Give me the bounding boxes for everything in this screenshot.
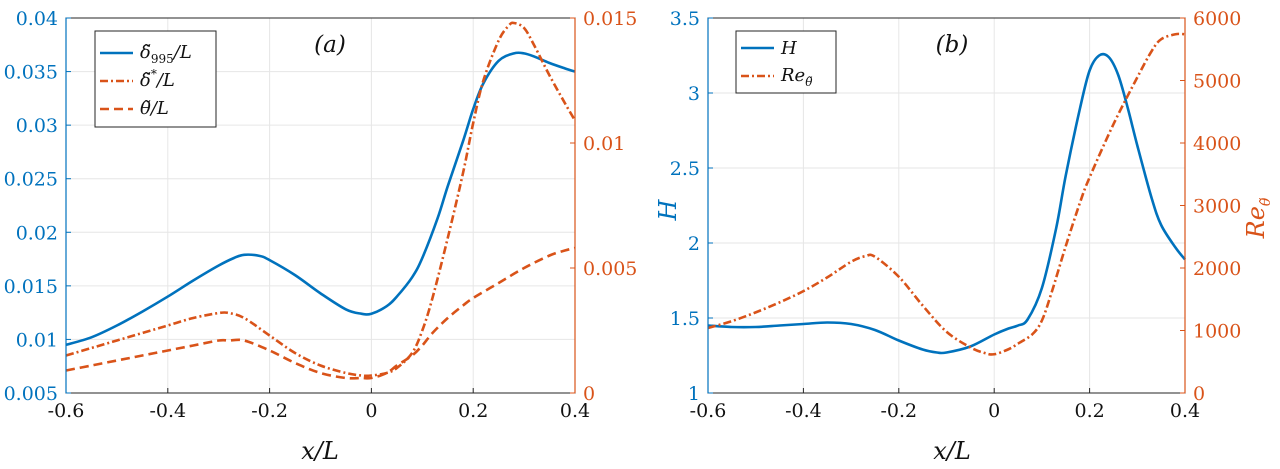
- y-left-tick-label: 0.015: [4, 276, 58, 298]
- panel-b-ylabel-right: Reθ̃: [1242, 197, 1274, 239]
- legend-a-label-deltastar: δ̃*/L: [140, 67, 175, 91]
- y-left-tick-label: 2: [688, 233, 700, 255]
- y-left-tick-label: 3: [688, 83, 700, 105]
- panel-b-legend-box: [735, 30, 837, 94]
- y-right-tick-label: 3000: [1193, 196, 1241, 218]
- y-right-tick-label: 0.01: [583, 133, 625, 155]
- y-left-tick-label: 0.04: [16, 8, 58, 30]
- panel-b-series: [707, 32, 1187, 356]
- legend-b-label-h: H: [780, 38, 797, 59]
- y-right-tick-label: 0: [583, 383, 595, 405]
- panel-b-ticks: -0.6 -0.4 -0.2 0 0.2 0.4 1 1.5 2 2.5 3 3.5 0 1000 2000…: [670, 8, 1242, 422]
- x-tick-label: -0.6: [48, 400, 85, 422]
- y-left-tick-label: 0.01: [16, 329, 58, 351]
- series-line-pb-1: [707, 32, 1186, 356]
- x-tick-label: -0.4: [149, 400, 186, 422]
- y-right-tick-label: 1000: [1193, 321, 1241, 343]
- y-left-tick-label: 0.005: [4, 383, 58, 405]
- x-tick-label: 0.2: [458, 400, 488, 422]
- y-right-tick-label: 2000: [1193, 258, 1241, 280]
- panel-b-ylabel-left: H: [654, 198, 682, 221]
- x-tick-label: 0.4: [560, 400, 590, 422]
- panel-a-ticks: -0.6 -0.4 -0.2 0 0.2 0.4 0.005 0.01 0.015 0.02 0.0…: [4, 8, 638, 422]
- panel-a-tag: (a): [314, 32, 346, 58]
- panel-a: -0.6 -0.4 -0.2 0 0.2 0.4 0.005 0.01 0.015 0.02 0.0…: [4, 8, 638, 465]
- y-left-tick-label: 1: [688, 383, 700, 405]
- y-left-tick-label: 0.035: [4, 62, 58, 84]
- series-line-pb-0: [707, 52, 1187, 355]
- legend-a-label-delta995: δ̃995/L: [140, 42, 192, 66]
- x-tick-label: -0.2: [251, 400, 288, 422]
- y-left-tick-label: 0.025: [4, 169, 58, 191]
- y-right-tick-label: 0.015: [583, 8, 637, 30]
- x-tick-label: 0: [365, 400, 377, 422]
- x-tick-label: -0.2: [880, 400, 917, 422]
- y-left-tick-label: 0.03: [16, 115, 58, 137]
- y-right-tick-label: 4000: [1193, 133, 1241, 155]
- panel-a-legend: δ̃995/L δ̃*/L θ̃/L: [94, 30, 217, 128]
- series-line-pa-0: [65, 51, 576, 347]
- y-left-tick-label: 3.5: [670, 8, 700, 30]
- panel-b: -0.6 -0.4 -0.2 0 0.2 0.4 1 1.5 2 2.5 3 3.5 0 1000 2000…: [654, 8, 1274, 465]
- panel-a-xlabel: x/L: [301, 437, 339, 465]
- x-tick-label: 0.4: [1170, 400, 1200, 422]
- legend-b-label-re: Reθ̃: [780, 65, 813, 89]
- panel-a-legend-box: [94, 30, 217, 128]
- y-right-tick-label: 5000: [1193, 71, 1241, 93]
- series-line-pa-2: [65, 246, 576, 380]
- y-left-tick-label: 2.5: [670, 158, 700, 180]
- y-right-tick-label: 0.005: [583, 258, 637, 280]
- series-line-pa-1: [65, 21, 577, 378]
- x-tick-label: -0.6: [690, 400, 727, 422]
- x-tick-label: 0: [988, 400, 1000, 422]
- y-right-tick-label: 6000: [1193, 8, 1241, 30]
- x-tick-label: 0.2: [1074, 400, 1104, 422]
- legend-a-label-theta: θ̃/L: [140, 98, 169, 119]
- y-left-tick-label: 1.5: [670, 308, 700, 330]
- y-left-tick-label: 0.02: [16, 222, 58, 244]
- y-right-tick-label: 0: [1193, 383, 1205, 405]
- panel-b-legend: H Reθ̃: [735, 30, 837, 94]
- panel-b-tag: (b): [936, 32, 969, 58]
- panel-a-series: [65, 21, 577, 380]
- panel-b-xlabel: x/L: [933, 437, 971, 465]
- x-tick-label: -0.4: [785, 400, 822, 422]
